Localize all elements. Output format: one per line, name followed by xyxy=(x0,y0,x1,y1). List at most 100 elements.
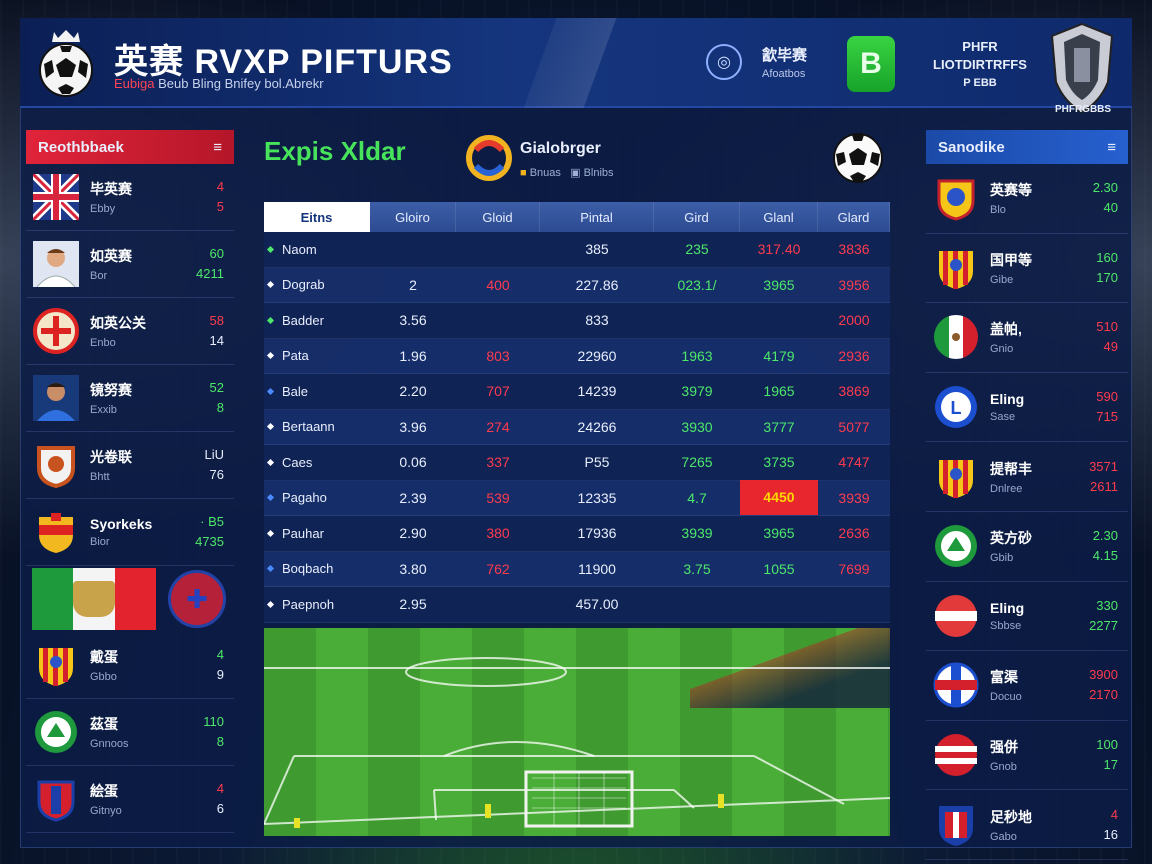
team-row[interactable]: 镜努赛 Exxib 52 8 xyxy=(26,365,234,432)
menu-icon[interactable]: ≡ xyxy=(1107,138,1116,156)
cell-value[interactable]: 3939 xyxy=(681,525,713,542)
table-row[interactable]: Pauhar 2.90 380 17936 3939 3965 2636 xyxy=(264,516,890,552)
cell-value[interactable]: 2636 xyxy=(838,525,870,542)
column-header[interactable]: Gloid xyxy=(456,202,540,232)
cell-value[interactable]: 1055 xyxy=(763,560,795,577)
team-row[interactable]: 英方砂 Gbib 2.30 4.15 xyxy=(926,512,1128,582)
cell-value[interactable]: 0.06 xyxy=(399,454,427,471)
cell-value[interactable]: 385 xyxy=(585,241,609,258)
table-row[interactable]: Bertaann 3.96 274 24266 3930 3777 5077 xyxy=(264,409,890,445)
cell-value[interactable]: 400 xyxy=(486,276,510,293)
cell-value[interactable]: 3836 xyxy=(838,241,870,258)
cell-value[interactable]: 3965 xyxy=(763,276,795,293)
team-row[interactable]: 国甲等 Gibe 160 170 xyxy=(926,234,1128,304)
cell-value[interactable]: 3869 xyxy=(838,383,870,400)
cell-value[interactable]: 12335 xyxy=(577,489,617,506)
cell-value[interactable]: 3777 xyxy=(763,418,795,435)
cell-value[interactable]: 023.1/ xyxy=(677,276,717,293)
cell-value[interactable]: 2.95 xyxy=(399,596,427,613)
cell-value[interactable]: 22960 xyxy=(577,347,617,364)
column-header[interactable]: Gird xyxy=(654,202,740,232)
cell-value[interactable]: 2936 xyxy=(838,347,870,364)
right-panel-header[interactable]: Sanodike ≡ xyxy=(926,130,1128,164)
cell-value[interactable]: 2.20 xyxy=(399,383,427,400)
team-row[interactable]: 戴蛋 Gbbo 4 9 xyxy=(26,632,234,699)
cell-value[interactable]: 803 xyxy=(486,347,510,364)
cell-value[interactable]: 3.56 xyxy=(399,312,427,329)
cell-value[interactable]: 3.96 xyxy=(399,418,427,435)
header-icon-label[interactable]: 㱃毕赛 xyxy=(762,47,808,64)
table-row[interactable]: Pata 1.96 803 22960 1963 4179 2936 xyxy=(264,338,890,374)
cell-value[interactable]: 833 xyxy=(585,312,609,329)
team-row[interactable]: 足秒地 Gabo 4 16 xyxy=(926,790,1128,860)
team-row[interactable]: 茲蛋 Gnnoos 110 8 xyxy=(26,699,234,766)
table-row[interactable]: Boqbach 3.80 762 11900 3.75 1055 7699 xyxy=(264,551,890,587)
cell-value[interactable]: 3735 xyxy=(763,454,795,471)
cell-value[interactable]: 539 xyxy=(486,489,510,506)
team-row[interactable]: 絵蛋 Gitnyo 4 6 xyxy=(26,766,234,833)
column-header[interactable]: Glanl xyxy=(740,202,818,232)
team-row[interactable]: 英赛等 Blo 2.30 40 xyxy=(926,164,1128,234)
cell-value[interactable]: 3.80 xyxy=(399,560,427,577)
cell-value[interactable]: 235 xyxy=(685,241,709,258)
table-row[interactable]: Dograb 2 400 227.86 023.1/3965 3956 xyxy=(264,267,890,303)
cell-value[interactable]: 4747 xyxy=(838,454,870,471)
cell-value[interactable]: 5077 xyxy=(838,418,870,435)
cell-value[interactable]: 7699 xyxy=(838,560,870,577)
cell-value[interactable]: 17936 xyxy=(577,525,617,542)
table-row[interactable]: Paepnoh 2.95 457.00 xyxy=(264,587,890,623)
left-panel-header[interactable]: Reothbbaek ≡ xyxy=(26,130,234,164)
cell-value[interactable]: 380 xyxy=(486,525,510,542)
cell-value[interactable]: 3939 xyxy=(838,489,870,506)
cell-value[interactable]: 2000 xyxy=(838,312,870,329)
pitch-view[interactable] xyxy=(264,628,890,836)
cell-value[interactable]: 457.00 xyxy=(575,596,619,613)
table-row[interactable]: Badder 3.56 833 2000 xyxy=(264,303,890,339)
cell-value[interactable]: 3979 xyxy=(681,383,713,400)
cell-value[interactable]: 274 xyxy=(486,418,510,435)
table-row[interactable]: Caes 0.06 337 P55 7265 3735 4747 xyxy=(264,445,890,481)
cell-value[interactable]: P55 xyxy=(584,454,610,471)
team-row[interactable]: 如英公关 Enbo 58 14 xyxy=(26,298,234,365)
table-row[interactable]: Bale 2.20 707 14239 3979 1965 3869 xyxy=(264,374,890,410)
column-header[interactable]: Glard xyxy=(818,202,890,232)
cell-value[interactable]: 2 xyxy=(409,276,417,293)
target-icon[interactable]: ◎ xyxy=(706,44,742,80)
cell-value[interactable]: 337 xyxy=(486,454,510,471)
team-row[interactable]: 强併 Gnob 100 17 xyxy=(926,721,1128,791)
cell-value[interactable]: 2.90 xyxy=(399,525,427,542)
team-row[interactable]: 提帮丰 Dnlree 3571 2611 xyxy=(926,442,1128,512)
cell-value[interactable]: 4.7 xyxy=(687,489,707,506)
cell-value[interactable]: 2.39 xyxy=(399,489,427,506)
team-row[interactable]: Eling Sbbse 330 2277 xyxy=(926,582,1128,652)
team-row[interactable]: 如英赛 Bor 60 4211 xyxy=(26,231,234,298)
cell-value[interactable]: 707 xyxy=(486,383,510,400)
team-row[interactable]: 富渠 Docuo 3900 2170 xyxy=(926,651,1128,721)
soccer-ball-icon[interactable] xyxy=(832,132,884,184)
brand-badge-icon[interactable]: B xyxy=(847,36,895,92)
cell-value[interactable]: 24266 xyxy=(577,418,617,435)
team-row[interactable]: Syorkeks Bior · B5 4735 xyxy=(26,499,234,566)
cell-value[interactable]: 11900 xyxy=(578,560,616,577)
column-header[interactable]: Pintal xyxy=(540,202,654,232)
team-row[interactable]: 盖帕, Gnio 510 49 xyxy=(926,303,1128,373)
cell-value[interactable]: 7265 xyxy=(681,454,713,471)
column-header[interactable]: Gloiro xyxy=(370,202,456,232)
cell-value[interactable]: 762 xyxy=(486,560,510,577)
table-row[interactable]: Pagaho 2.39 539 12335 4.7 4450 3939 xyxy=(264,480,890,516)
column-header[interactable]: Eitns xyxy=(264,202,370,232)
cell-value[interactable]: 3930 xyxy=(681,418,713,435)
cell-value[interactable]: 3956 xyxy=(838,276,870,293)
table-row[interactable]: Naom 385 235 317.40 3836 xyxy=(264,232,890,268)
cell-value[interactable]: 1963 xyxy=(681,347,713,364)
team-row[interactable]: 光卷联 Bhtt LiU 76 xyxy=(26,432,234,499)
cell-value[interactable]: 3965 xyxy=(763,525,795,542)
cell-value[interactable]: 4179 xyxy=(763,347,795,364)
team-row[interactable]: L Eling Sase 590 715 xyxy=(926,373,1128,443)
cell-value[interactable]: 1.96 xyxy=(399,347,427,364)
cell-value[interactable]: 317.40 xyxy=(757,241,801,258)
cell-value[interactable]: 227.86 xyxy=(575,276,619,293)
cell-value[interactable]: 3.75 xyxy=(683,560,711,577)
cell-value[interactable]: 1965 xyxy=(763,383,795,400)
team-row[interactable]: 毕英赛 Ebby 4 5 xyxy=(26,164,234,231)
